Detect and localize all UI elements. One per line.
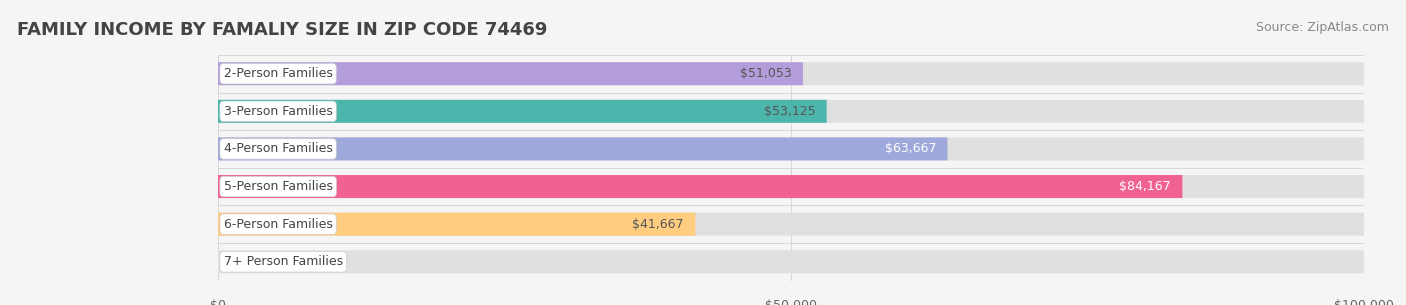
- Text: 2-Person Families: 2-Person Families: [224, 67, 333, 80]
- FancyBboxPatch shape: [218, 100, 827, 123]
- Text: 6-Person Families: 6-Person Families: [224, 218, 333, 231]
- Text: $51,053: $51,053: [740, 67, 792, 80]
- Text: $41,667: $41,667: [633, 218, 683, 231]
- Text: 7+ Person Families: 7+ Person Families: [224, 255, 343, 268]
- FancyBboxPatch shape: [218, 62, 1364, 85]
- FancyBboxPatch shape: [218, 62, 803, 85]
- Text: $53,125: $53,125: [763, 105, 815, 118]
- FancyBboxPatch shape: [218, 250, 1364, 273]
- FancyBboxPatch shape: [218, 175, 1182, 198]
- FancyBboxPatch shape: [218, 138, 948, 160]
- Text: 3-Person Families: 3-Person Families: [224, 105, 333, 118]
- Text: Source: ZipAtlas.com: Source: ZipAtlas.com: [1256, 21, 1389, 34]
- FancyBboxPatch shape: [218, 213, 1364, 236]
- Text: $0: $0: [235, 255, 252, 268]
- Text: 4-Person Families: 4-Person Families: [224, 142, 333, 156]
- Text: $0: $0: [209, 299, 226, 305]
- FancyBboxPatch shape: [218, 138, 1364, 160]
- Text: $63,667: $63,667: [884, 142, 936, 156]
- Text: 5-Person Families: 5-Person Families: [224, 180, 333, 193]
- FancyBboxPatch shape: [218, 175, 1364, 198]
- Text: $50,000: $50,000: [765, 299, 817, 305]
- Text: FAMILY INCOME BY FAMALIY SIZE IN ZIP CODE 74469: FAMILY INCOME BY FAMALIY SIZE IN ZIP COD…: [17, 21, 547, 39]
- Text: $100,000: $100,000: [1334, 299, 1393, 305]
- FancyBboxPatch shape: [218, 213, 696, 236]
- Text: $84,167: $84,167: [1119, 180, 1171, 193]
- FancyBboxPatch shape: [218, 100, 1364, 123]
